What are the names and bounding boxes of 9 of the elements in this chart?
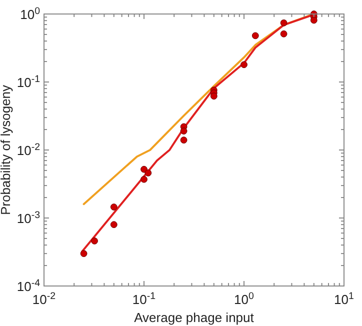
y-tick-label: 10$^{0}$ [20,6,41,22]
y-tick-label: 10$^{-3}$ [16,210,40,226]
x-tick-label: 10$^{1}$ [334,290,354,307]
y-tick-label: 10$^{-2}$ [16,142,40,158]
x-axis-title: Average phage input [134,310,254,325]
y-tick-label: 10$^{-1}$ [16,74,40,90]
y-axis-title: Probability of lysogeny [0,84,13,216]
x-tick-label: 10$^{-1}$ [132,290,156,307]
x-tick-label: 10$^{0}$ [234,290,255,307]
